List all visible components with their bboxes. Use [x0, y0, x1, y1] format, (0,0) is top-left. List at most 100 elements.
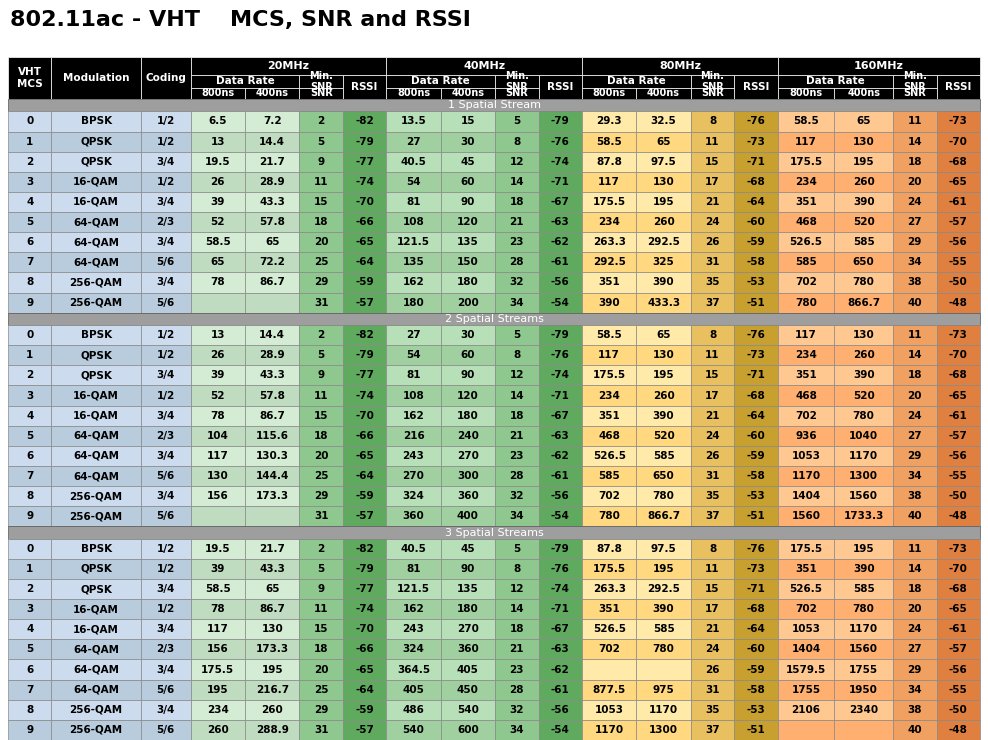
Text: 5: 5 [513, 330, 521, 340]
Text: 240: 240 [457, 431, 479, 441]
Text: 64-QAM: 64-QAM [73, 258, 120, 267]
Text: 173.3: 173.3 [256, 645, 288, 654]
Bar [343, 659, 386, 679]
Text: 5/6: 5/6 [156, 471, 175, 481]
Bar [51, 212, 140, 232]
Bar [834, 679, 893, 700]
Bar [734, 325, 778, 345]
Bar [834, 325, 893, 345]
Bar [441, 466, 495, 486]
Bar [245, 539, 299, 559]
Text: 1/2: 1/2 [156, 116, 175, 127]
Text: 3 Spatial Streams: 3 Spatial Streams [445, 528, 543, 537]
Bar [937, 466, 980, 486]
Bar [343, 619, 386, 639]
Text: 9: 9 [317, 157, 325, 166]
Bar [893, 659, 937, 679]
Text: -54: -54 [551, 725, 570, 735]
Bar [495, 325, 538, 345]
Bar [778, 425, 834, 445]
Text: 6: 6 [26, 238, 34, 247]
Bar [636, 88, 691, 99]
Text: 3/4: 3/4 [156, 451, 175, 461]
Bar [893, 619, 937, 639]
Text: 195: 195 [262, 665, 283, 675]
Text: 195: 195 [653, 371, 675, 380]
Bar [441, 152, 495, 172]
Text: -50: -50 [948, 704, 967, 715]
Text: 34: 34 [907, 471, 922, 481]
Text: 27: 27 [907, 217, 922, 227]
Text: -63: -63 [551, 431, 570, 441]
Text: 300: 300 [457, 471, 479, 481]
Bar [51, 132, 140, 152]
Bar [140, 192, 191, 212]
Text: 256-QAM: 256-QAM [69, 725, 123, 735]
Bar [582, 539, 636, 559]
Bar [8, 325, 51, 345]
Text: -68: -68 [747, 604, 766, 614]
Bar [778, 88, 834, 99]
Bar [691, 345, 734, 366]
Text: 8: 8 [709, 544, 716, 554]
Text: 270: 270 [402, 471, 425, 481]
Text: -64: -64 [747, 197, 766, 207]
Text: 38: 38 [908, 278, 922, 288]
Bar [834, 112, 893, 132]
Bar [538, 445, 582, 466]
Bar [778, 366, 834, 386]
Bar [937, 445, 980, 466]
Bar [834, 559, 893, 579]
Bar [386, 559, 441, 579]
Text: 1/2: 1/2 [156, 137, 175, 147]
Text: -61: -61 [551, 258, 570, 267]
Bar [636, 466, 691, 486]
Bar [636, 425, 691, 445]
Bar [636, 445, 691, 466]
Text: 60: 60 [460, 350, 475, 360]
Text: 180: 180 [457, 411, 479, 420]
Bar [299, 345, 343, 366]
Text: -71: -71 [747, 584, 766, 594]
Bar [51, 599, 140, 619]
Text: -62: -62 [551, 238, 570, 247]
Text: -51: -51 [747, 297, 766, 308]
Bar [778, 659, 834, 679]
Bar [734, 720, 778, 740]
Text: -66: -66 [356, 431, 374, 441]
Text: Data Rate: Data Rate [806, 76, 864, 87]
Bar [386, 619, 441, 639]
Text: 58.5: 58.5 [597, 330, 622, 340]
Text: 3/4: 3/4 [156, 157, 175, 166]
Bar [51, 172, 140, 192]
Bar [386, 486, 441, 506]
Text: 35: 35 [705, 491, 720, 501]
Bar [636, 192, 691, 212]
Bar [299, 75, 343, 88]
Text: Coding: Coding [145, 73, 186, 83]
Text: 1053: 1053 [791, 625, 821, 634]
Bar [778, 172, 834, 192]
Bar [893, 345, 937, 366]
Text: 29: 29 [908, 451, 922, 461]
Text: 30: 30 [460, 137, 475, 147]
Bar [191, 579, 245, 599]
Bar [140, 559, 191, 579]
Bar [893, 212, 937, 232]
Bar [441, 445, 495, 466]
Bar [538, 325, 582, 345]
Text: 1404: 1404 [791, 645, 821, 654]
Bar [140, 539, 191, 559]
Text: 90: 90 [460, 564, 475, 574]
Bar [8, 659, 51, 679]
Text: -57: -57 [355, 511, 374, 521]
Text: 38: 38 [908, 491, 922, 501]
Text: -64: -64 [355, 258, 374, 267]
Text: 17: 17 [705, 604, 720, 614]
Text: 58.5: 58.5 [205, 584, 231, 594]
Bar [245, 292, 299, 313]
Bar [582, 659, 636, 679]
Bar [299, 406, 343, 426]
Text: 800ns: 800ns [593, 89, 625, 98]
Bar [778, 212, 834, 232]
